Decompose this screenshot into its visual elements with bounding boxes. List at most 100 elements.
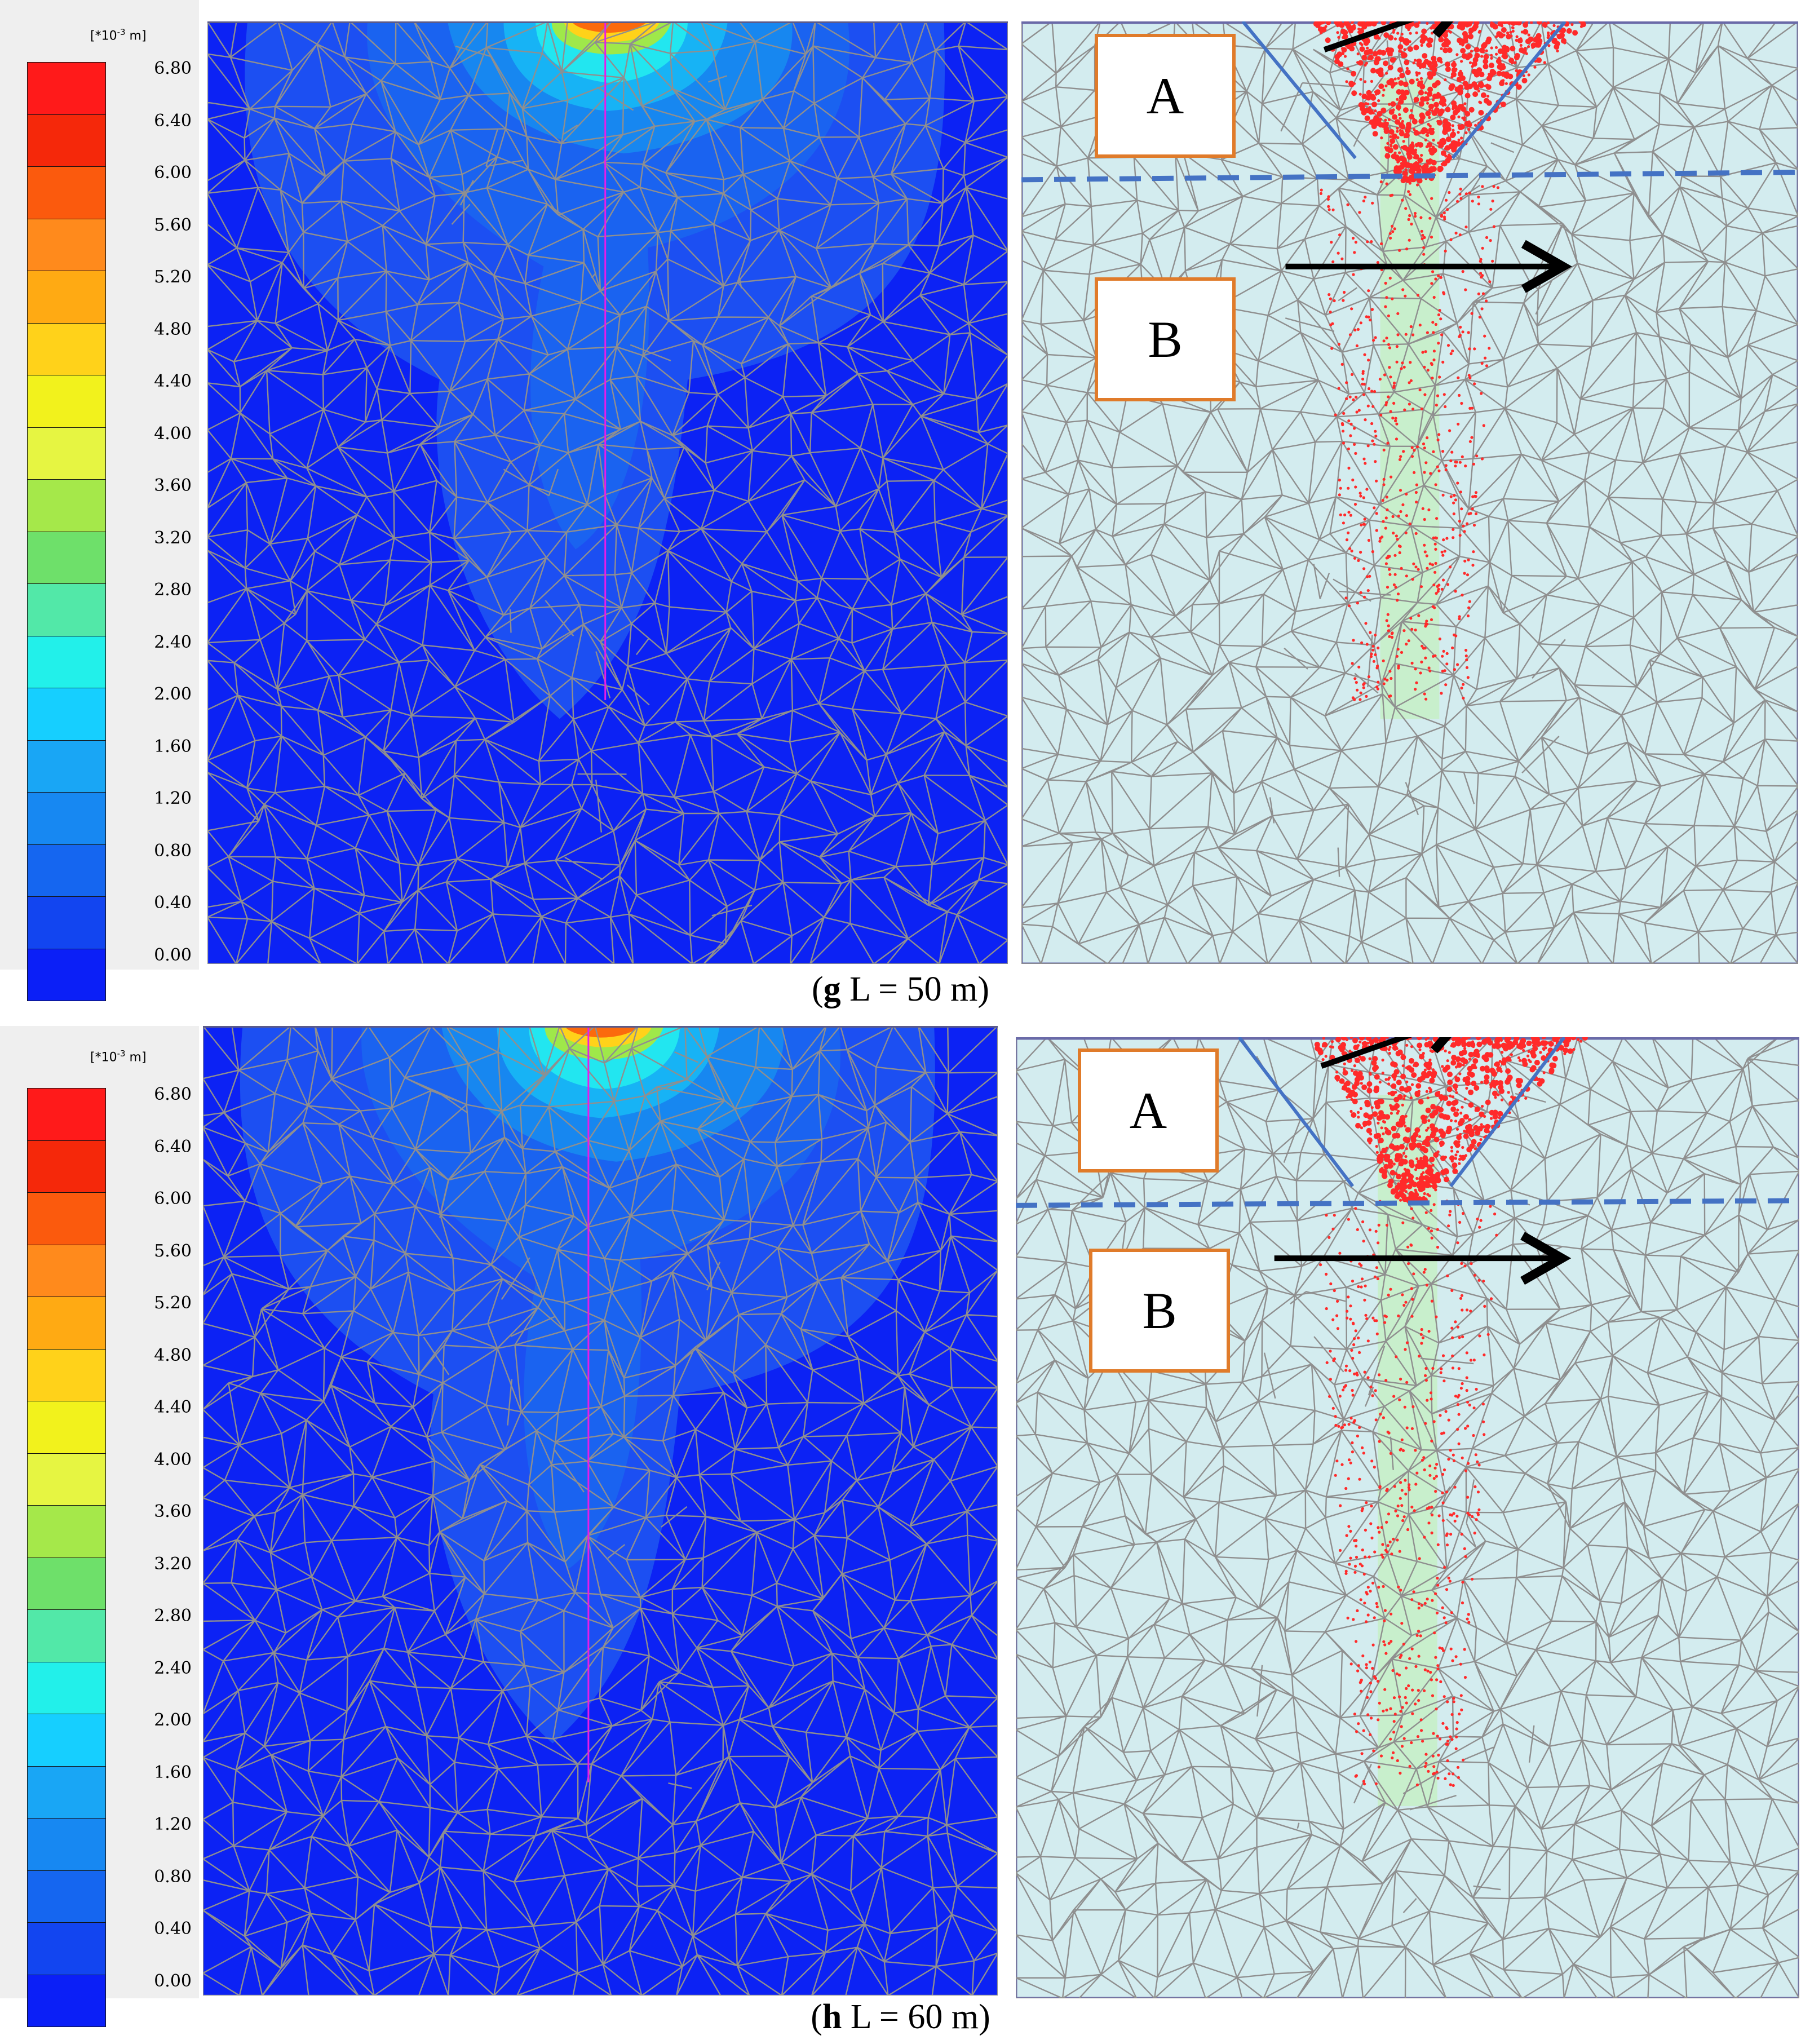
plastic-point <box>1361 1220 1365 1224</box>
plastic-point <box>1417 1184 1420 1187</box>
plastic-point <box>1436 1735 1439 1738</box>
plastic-point <box>1367 21 1371 23</box>
plastic-point <box>1405 492 1408 496</box>
plastic-point <box>1510 46 1516 52</box>
plastic-point <box>1494 1044 1497 1047</box>
plastic-point <box>1384 1549 1388 1552</box>
plastic-point <box>1385 296 1388 299</box>
plastic-point <box>1393 573 1397 576</box>
plastic-point <box>1359 691 1362 694</box>
plastic-point <box>1331 260 1335 264</box>
plastic-point <box>1413 1509 1416 1512</box>
plastic-point <box>1444 468 1448 472</box>
figure-g: [*10-3 m] 6.80 6.40 6.00 5.60 5.20 4.80 4.40 4.… <box>0 0 1801 1017</box>
legend-swatch <box>27 1401 106 1454</box>
plastic-point <box>1433 101 1439 108</box>
plastic-point <box>1421 1175 1424 1179</box>
plastic-point <box>1421 1740 1424 1743</box>
plastic-point <box>1386 1544 1390 1547</box>
plastic-point <box>1458 1220 1462 1224</box>
plastic-point <box>1448 191 1451 194</box>
plastic-point <box>1476 1490 1480 1494</box>
plastic-point <box>1387 314 1390 317</box>
plastic-point <box>1396 1135 1399 1138</box>
plastic-point <box>1465 666 1469 669</box>
plastic-point <box>1468 1403 1471 1407</box>
plastic-point <box>1352 1322 1355 1326</box>
plastic-point <box>1327 1236 1331 1239</box>
plastic-point <box>1385 619 1388 622</box>
plastic-point <box>1454 1120 1458 1123</box>
plastic-point <box>1388 635 1391 638</box>
plastic-point <box>1386 556 1390 559</box>
plastic-point <box>1387 629 1390 632</box>
plastic-point <box>1454 1075 1458 1079</box>
plastic-point <box>1381 1543 1384 1546</box>
plastic-point <box>1420 153 1423 157</box>
plastic-point <box>1475 1037 1481 1041</box>
plastic-point <box>1477 195 1480 199</box>
plastic-point <box>1415 1471 1419 1475</box>
plastic-point <box>1472 1434 1475 1437</box>
plastic-point <box>1400 162 1404 165</box>
plastic-point <box>1360 1752 1364 1755</box>
plastic-point <box>1467 120 1471 123</box>
plastic-point <box>1326 197 1330 201</box>
plastic-point <box>1368 1057 1371 1060</box>
plastic-point <box>1419 77 1423 80</box>
plastic-point <box>1490 46 1493 50</box>
plastic-point <box>1431 1068 1435 1072</box>
plastic-point <box>1412 61 1415 65</box>
plastic-point <box>1424 1115 1428 1118</box>
plastic-point <box>1452 1772 1455 1776</box>
plastic-point <box>1432 82 1438 89</box>
plastic-point <box>1449 1735 1452 1738</box>
plastic-point <box>1364 196 1367 199</box>
plastic-point <box>1411 578 1414 581</box>
plastic-point <box>1474 52 1480 59</box>
plastic-point <box>1446 47 1453 53</box>
plastic-point <box>1337 51 1343 57</box>
plastic-point <box>1445 66 1451 72</box>
legend-swatch <box>27 844 106 897</box>
plastic-point <box>1441 1065 1444 1068</box>
plastic-point <box>1339 1504 1342 1507</box>
plastic-point <box>1490 1297 1493 1300</box>
plastic-point <box>1378 1081 1382 1084</box>
plastic-point <box>1349 1662 1353 1666</box>
plastic-point <box>1517 1056 1520 1060</box>
plastic-point <box>1577 1038 1580 1041</box>
plastic-point <box>1449 84 1453 87</box>
plastic-point <box>1393 227 1396 231</box>
plastic-point <box>1521 48 1527 54</box>
plastic-point <box>1367 359 1370 362</box>
plastic-point <box>1364 418 1367 422</box>
legend-swatch <box>27 583 106 636</box>
plastic-point <box>1452 1168 1458 1174</box>
plastic-point <box>1451 1095 1455 1099</box>
plastic-points-svg <box>1021 21 1798 964</box>
plastic-point <box>1361 55 1368 61</box>
plastic-point <box>1530 1052 1537 1059</box>
plastic-point <box>1396 126 1399 130</box>
plastic-point <box>1351 21 1355 23</box>
plastic-point <box>1382 1416 1385 1419</box>
plastic-point <box>1526 1040 1532 1046</box>
plastic-point <box>1442 1173 1445 1176</box>
plastic-point <box>1406 1245 1410 1249</box>
plastic-point <box>1413 128 1416 131</box>
plastic-point <box>1472 1051 1478 1057</box>
plastic-point <box>1373 506 1376 510</box>
plastic-point <box>1412 1590 1415 1594</box>
plastic-point <box>1374 634 1377 637</box>
plastic-point <box>1338 61 1344 67</box>
plastic-point <box>1385 72 1388 75</box>
plastic-point <box>1405 1127 1411 1133</box>
plastic-point <box>1359 492 1362 495</box>
plastic-point <box>1454 1065 1458 1069</box>
plastic-point <box>1547 21 1550 25</box>
plastic-point <box>1372 1749 1375 1753</box>
plastic-point <box>1461 455 1464 459</box>
plastic-point <box>1457 115 1461 118</box>
plastic-point <box>1371 644 1375 648</box>
